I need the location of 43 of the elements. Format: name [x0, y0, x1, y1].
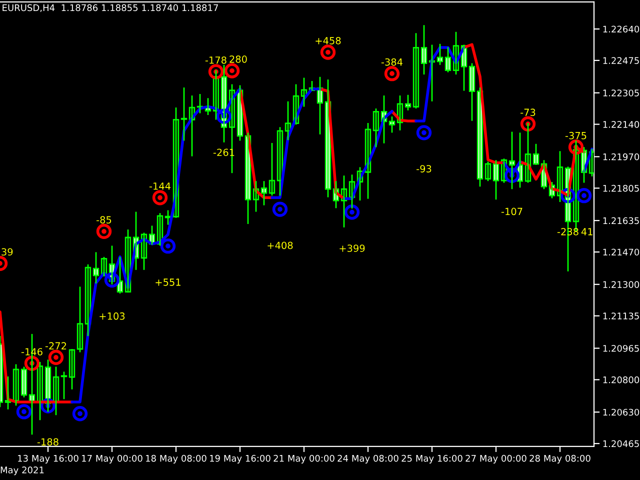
- annotation: 280: [230, 55, 247, 63]
- y-tick-label: 1.20465: [603, 440, 639, 448]
- y-tick-label: 1.21300: [603, 281, 640, 288]
- annotation: -85: [96, 216, 112, 224]
- annotation: 39: [2, 248, 13, 256]
- chart-title: EURUSD,H4 1.18786 1.18855 1.18740 1.18817: [2, 4, 218, 12]
- y-tick-label: 1.21135: [603, 312, 639, 320]
- x-tick-label: 19 May 16:00: [210, 454, 270, 464]
- annotation: -384: [381, 58, 402, 66]
- annotation: +458: [316, 37, 341, 44]
- annotation: -375: [565, 132, 586, 140]
- annotation: +399: [340, 244, 365, 252]
- y-tick-label: 1.21970: [603, 153, 640, 160]
- x-tick-label: 27 May 00:00: [466, 454, 526, 464]
- x-tick-label: 18 May 08:00: [146, 454, 206, 464]
- y-tick-label: 1.21635: [603, 217, 639, 224]
- y-tick-label: 1.21470: [603, 248, 640, 256]
- annotation: +551: [156, 278, 180, 286]
- y-tick-label: 1.22640: [603, 26, 640, 33]
- y-tick-label: 1.22140: [603, 121, 640, 128]
- annotation: +408: [268, 242, 293, 250]
- annotation: -144: [149, 182, 170, 190]
- y-tick-label: 1.21805: [603, 184, 639, 192]
- x-tick-label: 21 May 00:00: [274, 454, 334, 464]
- annotation: -188: [37, 438, 58, 446]
- x-tick-label: 13 May 16:00: [18, 454, 78, 464]
- y-tick-label: 1.22475: [603, 57, 639, 64]
- y-tick-label: 1.22305: [603, 90, 639, 96]
- y-tick-label: 1.20800: [603, 376, 640, 384]
- annotation: -272: [45, 342, 66, 350]
- y-tick-label: 1.20965: [603, 344, 639, 352]
- x-tick-label: 24 May 08:00: [338, 454, 398, 464]
- annotation: -93: [416, 165, 432, 172]
- annotation: 41: [581, 228, 592, 236]
- annotation: -73: [520, 108, 536, 116]
- annotation: -178: [205, 56, 226, 64]
- annotation: -107: [501, 208, 522, 216]
- x-tick-label: 28 May 08:00: [530, 454, 590, 464]
- text: May 2021: [0, 466, 44, 476]
- x-tick-label: 17 May 00:00: [82, 454, 142, 464]
- x-tick-label: 25 May 16:00: [402, 454, 462, 464]
- y-tick-label: 1.20630: [603, 408, 640, 416]
- annotation: +103: [100, 312, 125, 320]
